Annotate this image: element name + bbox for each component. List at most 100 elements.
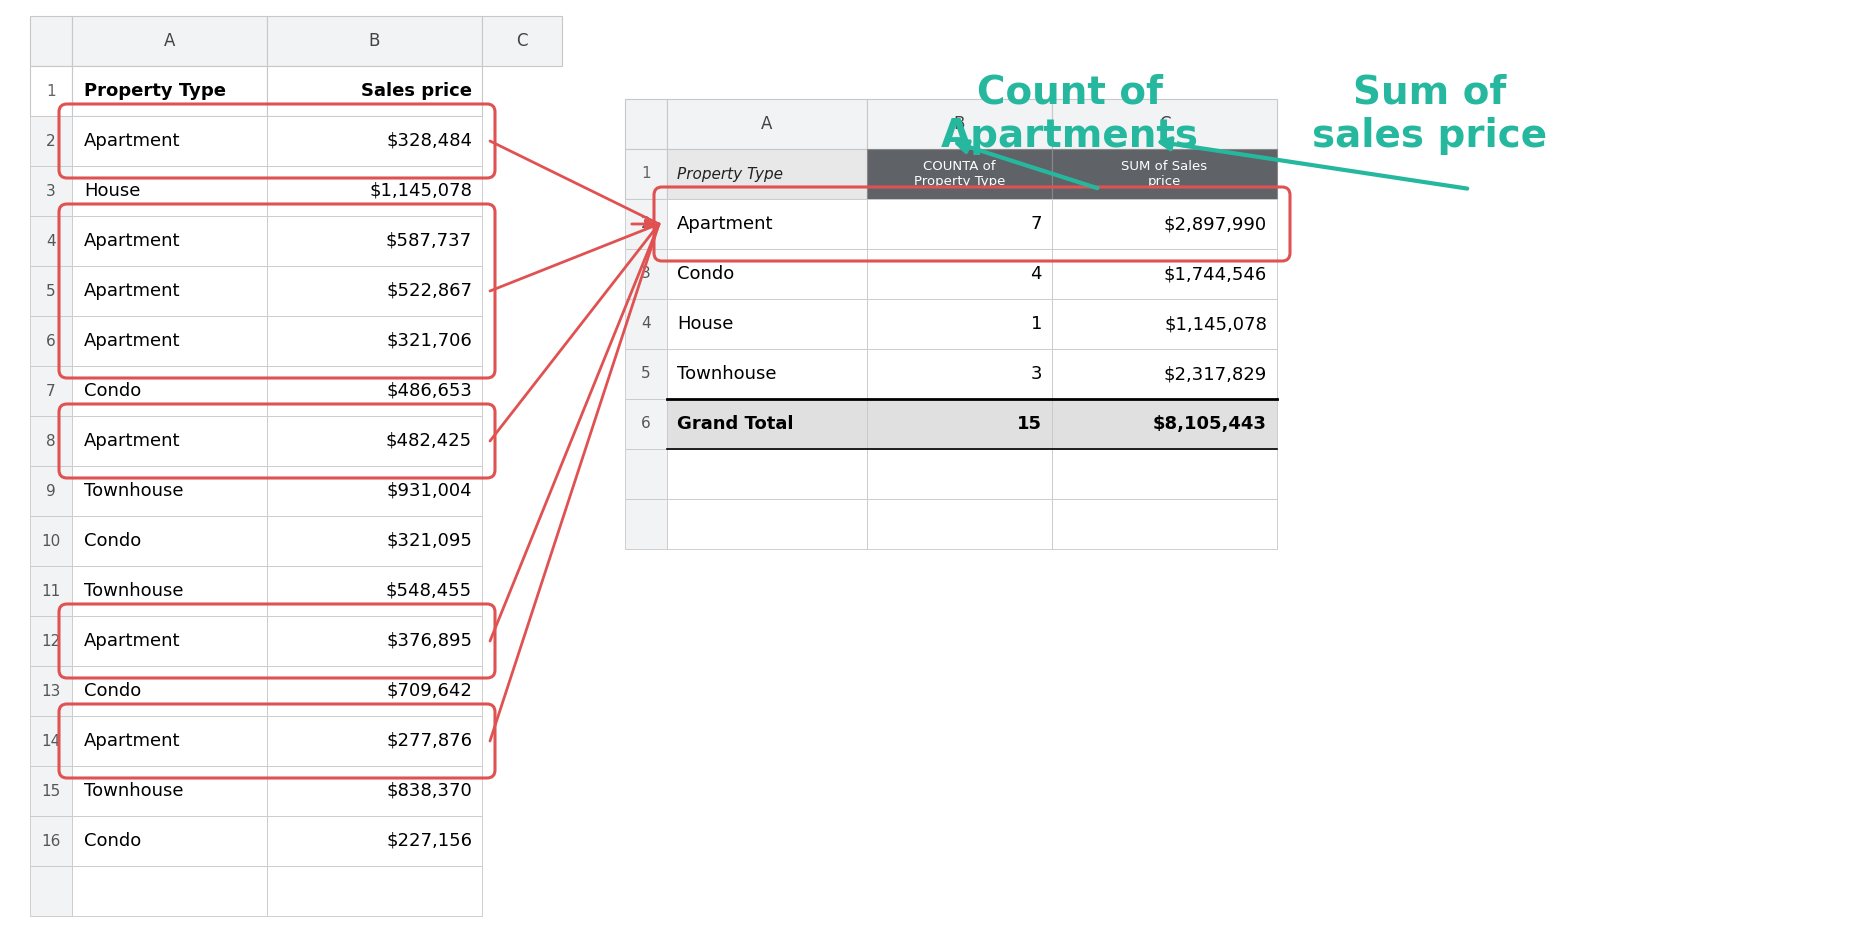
- Bar: [867, 499, 1052, 549]
- Bar: [482, 16, 563, 66]
- Text: $522,867: $522,867: [387, 282, 473, 300]
- Bar: [867, 449, 1052, 499]
- Bar: [867, 149, 1052, 199]
- Text: $277,876: $277,876: [387, 732, 473, 750]
- Bar: [624, 149, 667, 199]
- Bar: [73, 666, 267, 716]
- Bar: [1052, 399, 1277, 449]
- Bar: [30, 166, 73, 216]
- Bar: [267, 16, 482, 66]
- Bar: [30, 66, 73, 116]
- Bar: [30, 766, 73, 816]
- Bar: [30, 866, 73, 916]
- Text: Townhouse: Townhouse: [84, 782, 183, 800]
- Bar: [267, 816, 482, 866]
- Bar: [867, 399, 1052, 449]
- Text: 9: 9: [47, 484, 56, 499]
- Bar: [73, 866, 267, 916]
- Bar: [73, 466, 267, 516]
- Bar: [1052, 199, 1277, 249]
- Text: Property Type: Property Type: [84, 82, 226, 100]
- Text: Apartment: Apartment: [84, 332, 181, 350]
- Text: 2: 2: [47, 134, 56, 149]
- Text: House: House: [84, 182, 140, 200]
- Bar: [30, 116, 73, 166]
- Text: Property Type: Property Type: [677, 166, 783, 181]
- Text: 3: 3: [47, 183, 56, 199]
- Bar: [1052, 99, 1277, 149]
- Bar: [73, 116, 267, 166]
- Bar: [1052, 249, 1277, 299]
- Text: SUM of Sales
price: SUM of Sales price: [1121, 160, 1207, 188]
- Text: House: House: [677, 315, 733, 333]
- Text: 2: 2: [641, 217, 650, 232]
- Bar: [267, 466, 482, 516]
- Text: 12: 12: [41, 633, 60, 648]
- Bar: [624, 249, 667, 299]
- Text: 7: 7: [47, 384, 56, 399]
- Bar: [73, 366, 267, 416]
- Bar: [267, 766, 482, 816]
- Bar: [30, 516, 73, 566]
- Bar: [624, 449, 667, 499]
- Text: 16: 16: [41, 833, 60, 848]
- Bar: [867, 299, 1052, 349]
- Bar: [267, 166, 482, 216]
- Text: 4: 4: [1030, 265, 1043, 283]
- Text: 5: 5: [641, 366, 650, 381]
- Text: $587,737: $587,737: [385, 232, 473, 250]
- Bar: [267, 366, 482, 416]
- Text: Sales price: Sales price: [361, 82, 473, 100]
- Text: 1: 1: [641, 166, 650, 181]
- Bar: [1052, 449, 1277, 499]
- Bar: [30, 566, 73, 616]
- Text: 7: 7: [1030, 215, 1043, 233]
- Bar: [30, 316, 73, 366]
- Bar: [73, 516, 267, 566]
- Bar: [73, 816, 267, 866]
- Text: $8,105,443: $8,105,443: [1153, 415, 1267, 433]
- Bar: [267, 266, 482, 316]
- Text: Apartment: Apartment: [84, 732, 181, 750]
- Text: $376,895: $376,895: [387, 632, 473, 650]
- Text: $1,145,078: $1,145,078: [368, 182, 473, 200]
- Text: C: C: [1159, 115, 1170, 133]
- Text: B: B: [368, 32, 379, 50]
- Text: Townhouse: Townhouse: [84, 582, 183, 600]
- Bar: [867, 249, 1052, 299]
- Text: Townhouse: Townhouse: [677, 365, 776, 383]
- Text: Grand Total: Grand Total: [677, 415, 794, 433]
- Text: $2,317,829: $2,317,829: [1164, 365, 1267, 383]
- Text: Townhouse: Townhouse: [84, 482, 183, 500]
- Text: $2,897,990: $2,897,990: [1164, 215, 1267, 233]
- Text: Condo: Condo: [84, 682, 142, 700]
- Bar: [73, 66, 267, 116]
- Text: 3: 3: [1030, 365, 1043, 383]
- Text: C: C: [516, 32, 527, 50]
- Bar: [73, 766, 267, 816]
- Bar: [30, 816, 73, 866]
- Bar: [267, 866, 482, 916]
- Bar: [1052, 299, 1277, 349]
- Text: Condo: Condo: [84, 532, 142, 550]
- Bar: [1052, 499, 1277, 549]
- Text: Sum of
sales price: Sum of sales price: [1312, 73, 1548, 155]
- Bar: [867, 99, 1052, 149]
- Bar: [667, 299, 867, 349]
- Text: Condo: Condo: [84, 832, 142, 850]
- Text: Count of
Apartments: Count of Apartments: [940, 73, 1200, 155]
- Bar: [267, 66, 482, 116]
- Bar: [267, 116, 482, 166]
- Text: $1,145,078: $1,145,078: [1164, 315, 1267, 333]
- Bar: [267, 666, 482, 716]
- Bar: [667, 249, 867, 299]
- Bar: [624, 349, 667, 399]
- Bar: [30, 416, 73, 466]
- Text: Apartment: Apartment: [84, 132, 181, 150]
- Text: Apartment: Apartment: [84, 432, 181, 450]
- Bar: [667, 349, 867, 399]
- Text: 4: 4: [641, 317, 650, 332]
- Text: 8: 8: [47, 433, 56, 448]
- Text: $321,706: $321,706: [387, 332, 473, 350]
- Text: $321,095: $321,095: [387, 532, 473, 550]
